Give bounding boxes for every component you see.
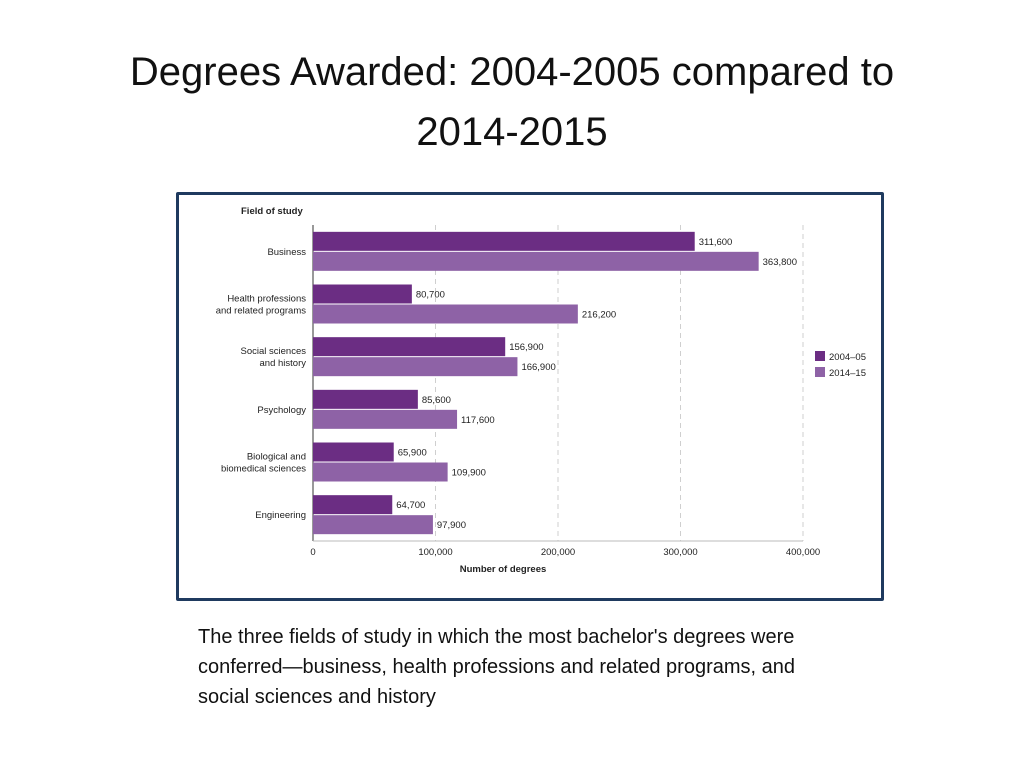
data-label: 363,800 [763,257,797,268]
bar-2014-15 [313,462,448,482]
category-label: Engineering [255,510,306,521]
category-label: and related programs [216,306,307,317]
x-tick-label: 0 [310,547,315,558]
x-axis-title: Number of degrees [460,564,547,575]
bar-2004-05 [313,495,393,515]
data-label: 80,700 [416,290,445,301]
bar-2004-05 [313,284,412,304]
x-tick-label: 200,000 [541,547,575,558]
data-label: 311,600 [699,237,733,248]
bar-2014-15 [313,515,433,535]
bar-2004-05 [313,231,695,251]
data-label: 109,900 [452,468,486,479]
category-label: Health professions [227,294,306,305]
x-tick-label: 300,000 [663,547,697,558]
bar-2004-05 [313,442,394,462]
caption-line-2: conferred—business, health professions a… [198,656,796,678]
legend-label: 2014–15 [829,368,866,379]
caption: The three fields of study in which the m… [198,622,918,712]
data-label: 166,900 [521,362,555,373]
data-label: 156,900 [509,342,543,353]
category-label: Biological and [247,452,306,463]
bar-2014-15 [313,304,578,324]
slide-title: Degrees Awarded: 2004-2005 compared to 2… [40,42,984,162]
legend-swatch [815,351,825,361]
y-axis-title: Field of study [241,206,303,217]
data-label: 65,900 [398,448,427,459]
slide-title-line-2: 2014-2015 [416,110,608,154]
x-tick-label: 400,000 [786,547,820,558]
bar-2014-15 [313,251,759,271]
caption-line-3: social sciences and history [198,686,436,708]
slide-title-line-1: Degrees Awarded: 2004-2005 compared to [129,50,895,94]
chart-frame: Field of study Business 311,600 363,800 Heal… [176,192,884,601]
bar-2004-05 [313,337,506,357]
bar-2004-05 [313,389,418,409]
legend-swatch [815,367,825,377]
bar-chart: Field of study Business 311,600 363,800 Heal… [216,206,866,575]
category-label: Psychology [257,405,306,416]
data-label: 216,200 [582,310,616,321]
x-tick-label: 100,000 [418,547,452,558]
bar-2014-15 [313,409,458,429]
bar-2014-15 [313,357,518,377]
data-label: 85,600 [422,395,451,406]
category-label: biomedical sciences [221,464,306,475]
category-label: Social sciences [241,346,307,357]
data-label: 97,900 [437,520,466,531]
legend-label: 2004–05 [829,352,866,363]
data-label: 117,600 [461,415,495,426]
category-label: Business [267,247,306,258]
caption-line-1: The three fields of study in which the m… [198,626,795,648]
category-label: and history [260,358,307,369]
data-label: 64,700 [396,500,425,511]
